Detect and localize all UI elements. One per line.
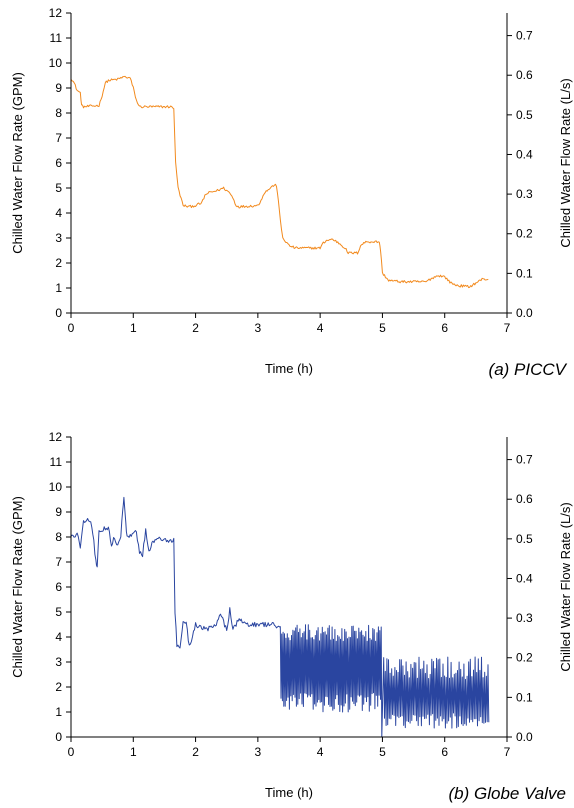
y-left-tick-label: 1 [55, 281, 62, 295]
x-tick-label: 3 [255, 321, 262, 335]
y-right-tick-label: 0.0 [516, 306, 533, 320]
panel-caption: (a) PICCV [489, 360, 568, 379]
x-axis-label: Time (h) [265, 361, 313, 376]
y-left-tick-label: 5 [55, 181, 62, 195]
y-right-tick-label: 0.4 [516, 147, 533, 161]
y-left-tick-label: 5 [55, 605, 62, 619]
plot-area [70, 496, 490, 738]
x-axis-label: Time (h) [265, 785, 313, 800]
y-right-tick-label: 0.0 [516, 730, 533, 744]
y-left-tick-label: 6 [55, 156, 62, 170]
y-right-tick-label: 0.1 [516, 690, 533, 704]
y-left-tick-label: 12 [49, 6, 63, 20]
series-line [70, 496, 490, 738]
y-left-tick-label: 1 [55, 705, 62, 719]
x-tick-label: 1 [130, 321, 137, 335]
x-tick-label: 2 [192, 745, 199, 759]
y-left-tick-label: 9 [55, 81, 62, 95]
x-tick-label: 5 [379, 745, 386, 759]
y-right-tick-label: 0.5 [516, 532, 533, 546]
tick-layer: 0 1 2 3 4 5 6 701234567891011120.00.10.20.30.40… [49, 6, 533, 335]
y-axis-right-label: Chilled Water Flow Rate (L/s) [558, 78, 573, 247]
chart-panel-b: 0 1 2 3 4 5 6 701234567891011120.00.10.20.30.40… [10, 430, 574, 803]
y-left-tick-label: 0 [55, 306, 62, 320]
y-left-tick-label: 3 [55, 231, 62, 245]
y-right-tick-label: 0.7 [516, 453, 533, 467]
y-left-tick-label: 12 [49, 430, 63, 444]
series-line [70, 75, 489, 289]
y-right-tick-label: 0.2 [516, 227, 533, 241]
tick-layer: 0 1 2 3 4 5 6 701234567891011120.00.10.20.30.40… [49, 430, 533, 759]
chart-panel-a: 0 1 2 3 4 5 6 701234567891011120.00.10.20.30.40… [10, 6, 573, 379]
y-left-tick-label: 0 [55, 730, 62, 744]
y-right-tick-label: 0.6 [516, 68, 533, 82]
x-tick-label: 4 [317, 321, 324, 335]
panel-caption: (b) Globe Valve [449, 784, 566, 803]
y-right-tick-label: 0.2 [516, 651, 533, 665]
y-right-tick-label: 0.7 [516, 29, 533, 43]
y-left-tick-label: 2 [55, 680, 62, 694]
y-right-tick-label: 0.4 [516, 571, 533, 585]
y-left-tick-label: 11 [50, 455, 63, 469]
x-tick-label: 0 [68, 745, 75, 759]
caption-backdrop [410, 778, 574, 803]
x-tick-label: 1 [130, 745, 137, 759]
y-left-tick-label: 7 [55, 555, 62, 569]
y-left-tick-label: 10 [49, 480, 63, 494]
x-tick-label: 3 [255, 745, 262, 759]
y-left-tick-label: 8 [55, 106, 62, 120]
y-left-tick-label: 4 [55, 630, 62, 644]
y-left-tick-label: 3 [55, 655, 62, 669]
y-left-tick-label: 11 [50, 31, 63, 45]
y-left-tick-label: 9 [55, 505, 62, 519]
y-axis-left-label: Chilled Water Flow Rate (GPM) [10, 496, 25, 678]
y-right-tick-label: 0.3 [516, 187, 533, 201]
x-tick-label: 4 [317, 745, 324, 759]
x-tick-label: 2 [192, 321, 199, 335]
y-left-tick-label: 8 [55, 530, 62, 544]
y-axis-left-label: Chilled Water Flow Rate (GPM) [10, 72, 25, 254]
x-tick-label: 5 [379, 321, 386, 335]
y-axis-right-label: Chilled Water Flow Rate (L/s) [558, 502, 573, 671]
y-right-tick-label: 0.6 [516, 492, 533, 506]
x-tick-label: 7 [504, 745, 511, 759]
y-left-tick-label: 6 [55, 580, 62, 594]
x-tick-label: 6 [441, 745, 448, 759]
x-tick-label: 6 [441, 321, 448, 335]
y-left-tick-label: 4 [55, 206, 62, 220]
y-left-tick-label: 7 [55, 131, 62, 145]
y-left-tick-label: 10 [49, 56, 63, 70]
y-right-tick-label: 0.1 [516, 266, 533, 280]
y-left-tick-label: 2 [55, 256, 62, 270]
x-tick-label: 0 [68, 321, 75, 335]
y-right-tick-label: 0.3 [516, 611, 533, 625]
x-tick-label: 7 [504, 321, 511, 335]
y-right-tick-label: 0.5 [516, 108, 533, 122]
plot-area [70, 75, 489, 289]
